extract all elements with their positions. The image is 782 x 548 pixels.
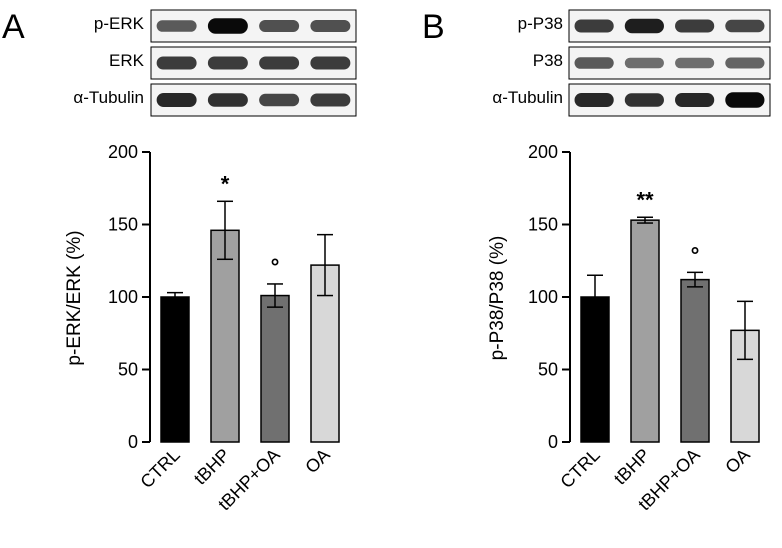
blot-band — [310, 93, 351, 107]
blot-label: p-P38 — [518, 14, 563, 33]
x-tick-label: tBHP — [610, 445, 654, 489]
y-tick-label: 100 — [108, 287, 138, 307]
blot-band — [310, 20, 351, 32]
blot-bands — [156, 56, 351, 70]
significance-marker: ° — [691, 242, 700, 267]
y-tick-label: 200 — [108, 142, 138, 162]
y-tick-label: 0 — [548, 432, 558, 452]
blot-row: p-ERK — [94, 9, 357, 43]
x-tick-label: CTRL — [556, 445, 603, 492]
blot-band — [725, 57, 765, 69]
blot-band — [156, 20, 197, 32]
y-tick-label: 150 — [528, 215, 558, 235]
significance-marker: * — [221, 171, 230, 196]
blot-band — [675, 57, 715, 69]
blot-band — [574, 93, 614, 107]
y-axis-label: p-P38/P38 (%) — [487, 236, 508, 361]
y-tick-label: 200 — [528, 142, 558, 162]
blot-label: α-Tubulin — [73, 88, 144, 107]
y-tick-label: 0 — [128, 432, 138, 452]
y-axis-label: p-ERK/ERK (%) — [64, 230, 85, 365]
blot-row: α-Tubulin — [492, 83, 771, 117]
bar — [580, 296, 610, 443]
bar — [210, 229, 240, 443]
blot-label: P38 — [533, 51, 563, 70]
significance-marker: ** — [636, 187, 654, 212]
bar — [680, 278, 710, 443]
blot-band — [310, 56, 351, 70]
blot-band — [624, 57, 664, 69]
blot-bands — [574, 18, 765, 34]
blot-band — [624, 93, 664, 107]
blot-band — [675, 93, 715, 107]
blot-row: p-P38 — [518, 9, 771, 43]
blot-band — [574, 19, 614, 33]
blot-row: α-Tubulin — [73, 83, 357, 117]
blot-band — [156, 93, 197, 107]
y-tick-label: 50 — [118, 360, 138, 380]
panel-a: A p-ERK ERK α-Tubulin p-ERK/ERK (%) 0 50 1… — [2, 8, 357, 514]
blot-band — [259, 93, 300, 107]
blot-band — [259, 56, 300, 70]
y-tick-label: 50 — [538, 360, 558, 380]
blot-row: ERK — [109, 46, 357, 80]
blot-band — [675, 19, 715, 33]
x-tick-label: OA — [721, 445, 754, 478]
x-tick-label: tBHP — [190, 445, 234, 489]
blot-band — [574, 57, 614, 69]
x-tick-label: OA — [301, 445, 334, 478]
panel-b: B p-P38 P38 α-Tubulin p-P38/P38 (%) 0 50 1… — [422, 8, 771, 514]
blot-bands — [574, 57, 765, 69]
blot-row: P38 — [533, 46, 771, 80]
blot-bands — [156, 18, 351, 34]
blot-bands — [156, 93, 351, 107]
x-tick-label: CTRL — [136, 445, 183, 492]
panel-letter: A — [2, 8, 25, 46]
blot-label: ERK — [109, 51, 145, 70]
blot-label: α-Tubulin — [492, 88, 563, 107]
significance-marker: ° — [271, 254, 280, 279]
blot-band — [207, 18, 248, 34]
blot-band — [156, 56, 197, 70]
y-tick-label: 150 — [108, 215, 138, 235]
bar — [160, 296, 190, 443]
blot-band — [259, 20, 300, 32]
panel-letter: B — [422, 8, 445, 46]
blot-band — [725, 92, 765, 108]
blot-band — [207, 56, 248, 70]
blot-band — [207, 93, 248, 107]
blot-bands — [574, 92, 765, 108]
blot-band — [725, 19, 765, 33]
bar — [260, 294, 290, 443]
blot-band — [624, 18, 664, 34]
blot-label: p-ERK — [94, 14, 145, 33]
bar — [630, 219, 660, 443]
y-tick-label: 100 — [528, 287, 558, 307]
